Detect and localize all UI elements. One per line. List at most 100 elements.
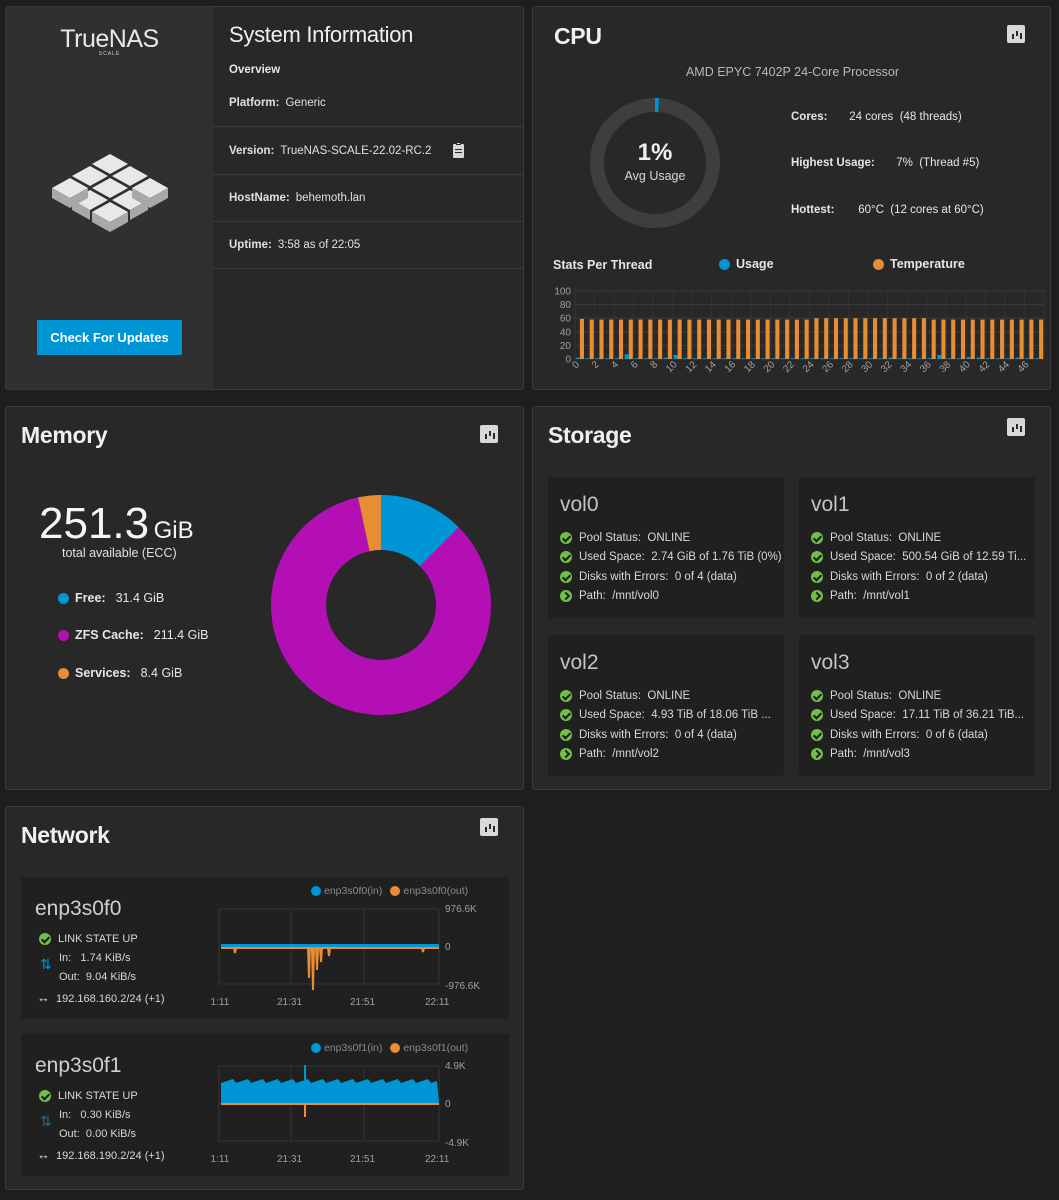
memory-legend-dot	[58, 593, 69, 605]
network-title: Network	[21, 822, 110, 848]
cpu-usage-bar	[859, 358, 864, 359]
memory-total: 251.3 GiB	[39, 499, 194, 549]
cpu-temp-bar	[892, 318, 897, 359]
cpu-avg-gauge	[590, 98, 720, 228]
cpu-x-tick: 34	[899, 359, 915, 375]
cpu-usage-bar	[986, 358, 991, 359]
usage-legend-label: Usage	[736, 257, 774, 271]
net-in-legend-dot	[311, 886, 321, 897]
cpu-temp-bar	[579, 318, 584, 359]
cpu-usage-bar	[966, 356, 971, 359]
net-x-tick: 21:31	[277, 1154, 302, 1165]
cpu-temp-bar	[1039, 319, 1044, 359]
highest-value: 7% (Thread #5)	[896, 157, 980, 169]
storage-reports-icon[interactable]	[1007, 418, 1025, 436]
cpu-usage-bar	[907, 358, 913, 359]
cpu-temp-bar	[1019, 319, 1024, 359]
cpu-temp-bar	[648, 319, 653, 359]
cpu-temp-bar	[960, 319, 966, 359]
memory-legend-dot	[58, 668, 69, 680]
pool-path: Path: /mnt/vol1	[811, 589, 1035, 602]
system-info-title: System Information	[229, 22, 414, 47]
cpu-usage-bar	[810, 358, 815, 359]
interface-name: enp3s0f0	[35, 897, 122, 920]
cpu-usage-bar	[653, 358, 659, 359]
cpu-usage-bar	[829, 358, 834, 359]
pool-used-text: Used Space: 4.93 TiB of 18.06 TiB ...	[579, 709, 771, 722]
ip-address-text: 192.168.160.2/24 (+1)	[56, 993, 165, 1005]
network-traffic-chart: 4.9K 0 -4.9K 21:11 21:31 21:51 22:11	[211, 1061, 469, 1165]
platform-row: Platform: Generic	[213, 80, 523, 127]
cpu-usage-bar	[927, 358, 932, 359]
check-circle-icon	[560, 690, 572, 702]
cpu-usage-bar	[761, 358, 766, 359]
cpu-temp-bar	[785, 319, 790, 359]
cpu-temp-bar	[687, 319, 692, 359]
pool-status-text: Pool Status: ONLINE	[579, 690, 691, 703]
cpu-reports-icon[interactable]	[1007, 25, 1025, 43]
traffic-in-series	[221, 944, 439, 947]
cpu-usage-bar	[1005, 358, 1010, 359]
pool-used: Used Space: 500.54 GiB of 12.59 Ti...	[811, 551, 1035, 563]
cpu-usage-bar	[956, 358, 961, 359]
pool-path: Path: /mnt/vol0	[560, 589, 784, 602]
net-in-legend: enp3s0f1(in)	[324, 1042, 383, 1054]
check-circle-icon	[811, 551, 823, 564]
cpu-cores-row: Cores: 24 cores (48 threads)	[791, 111, 962, 123]
memory-total-unit: GiB	[153, 517, 194, 544]
pool-used: Used Space: 4.93 TiB of 18.06 TiB ...	[560, 709, 784, 721]
net-x-tick: 21:51	[350, 997, 375, 1008]
pool-errors: Disks with Errors: 0 of 6 (data)	[811, 728, 1035, 741]
cpu-usage-bar	[888, 357, 893, 359]
cpu-temp-bar	[931, 319, 936, 359]
cpu-temp-bar	[677, 319, 682, 359]
traffic-out-spike	[304, 1103, 306, 1117]
net-x-tick: 21:11	[211, 997, 230, 1008]
hostname-label: HostName:	[229, 192, 290, 204]
cpu-temp-bar	[618, 319, 624, 359]
cpu-x-tick: 44	[996, 359, 1012, 375]
cpu-usage-bar	[947, 358, 952, 359]
cpu-temp-bar	[980, 319, 985, 359]
cpu-temp-bar	[843, 318, 848, 359]
cpu-temp-bar	[814, 318, 819, 359]
pool-path: Path: /mnt/vol3	[811, 747, 1035, 760]
system-logo-panel: TrueNAS SCALE	[6, 7, 213, 389]
cpu-temp-bar	[941, 319, 946, 359]
pool-errors: Disks with Errors: 0 of 4 (data)	[560, 570, 784, 583]
cpu-usage-bar	[575, 357, 580, 359]
clipboard-icon[interactable]	[453, 142, 465, 158]
left-right-arrow-icon: ↔	[37, 990, 50, 1005]
memory-legend-value: 8.4 GiB	[140, 666, 183, 680]
cpu-usage-bar	[878, 358, 883, 359]
pool-name: vol1	[811, 493, 850, 516]
check-for-updates-button[interactable]: Check For Updates	[37, 320, 182, 355]
ip-address: ↔ 192.168.190.2/24 (+1)	[37, 1147, 165, 1162]
memory-reports-icon[interactable]	[480, 425, 498, 443]
pool-status-text: Pool Status: ONLINE	[830, 532, 942, 545]
cpu-x-tick: 4	[609, 359, 621, 371]
cpu-usage-bar	[673, 354, 678, 359]
cpu-usage-bar	[614, 358, 619, 359]
cpu-x-tick: 14	[703, 359, 719, 375]
pool-errors: Disks with Errors: 0 of 4 (data)	[560, 728, 784, 741]
cpu-y-tick: 20	[560, 341, 572, 352]
traffic-in: In: 1.74 KiB/s	[59, 952, 131, 964]
cpu-temp-bar	[628, 319, 633, 359]
arrow-right-icon	[811, 747, 823, 760]
network-traffic-chart: 976.6K 0 -976.6K 21:11 21:31 21:51 22:11	[211, 904, 480, 1008]
cores-label: Cores:	[791, 111, 828, 123]
brand-name: TrueNAS	[60, 25, 159, 53]
cpu-temp-bar	[609, 319, 614, 359]
cpu-usage-bar	[741, 358, 746, 359]
cpu-usage-bar	[839, 358, 844, 359]
cpu-x-tick: 42	[977, 359, 993, 375]
pool-name: vol2	[560, 651, 599, 674]
traffic-out-series	[221, 947, 439, 991]
uptime-value: 3:58 as of 22:05	[277, 239, 361, 251]
system-information-card: TrueNAS SCALE	[5, 6, 524, 390]
network-reports-icon[interactable]	[480, 818, 498, 836]
cpu-usage-bar	[1025, 358, 1030, 359]
memory-slice	[358, 495, 381, 552]
interface-card-enp3s0f1: enp3s0f1 LINK STATE UP ⇅ In: 0.30 KiB/s Out:…	[21, 1034, 509, 1176]
